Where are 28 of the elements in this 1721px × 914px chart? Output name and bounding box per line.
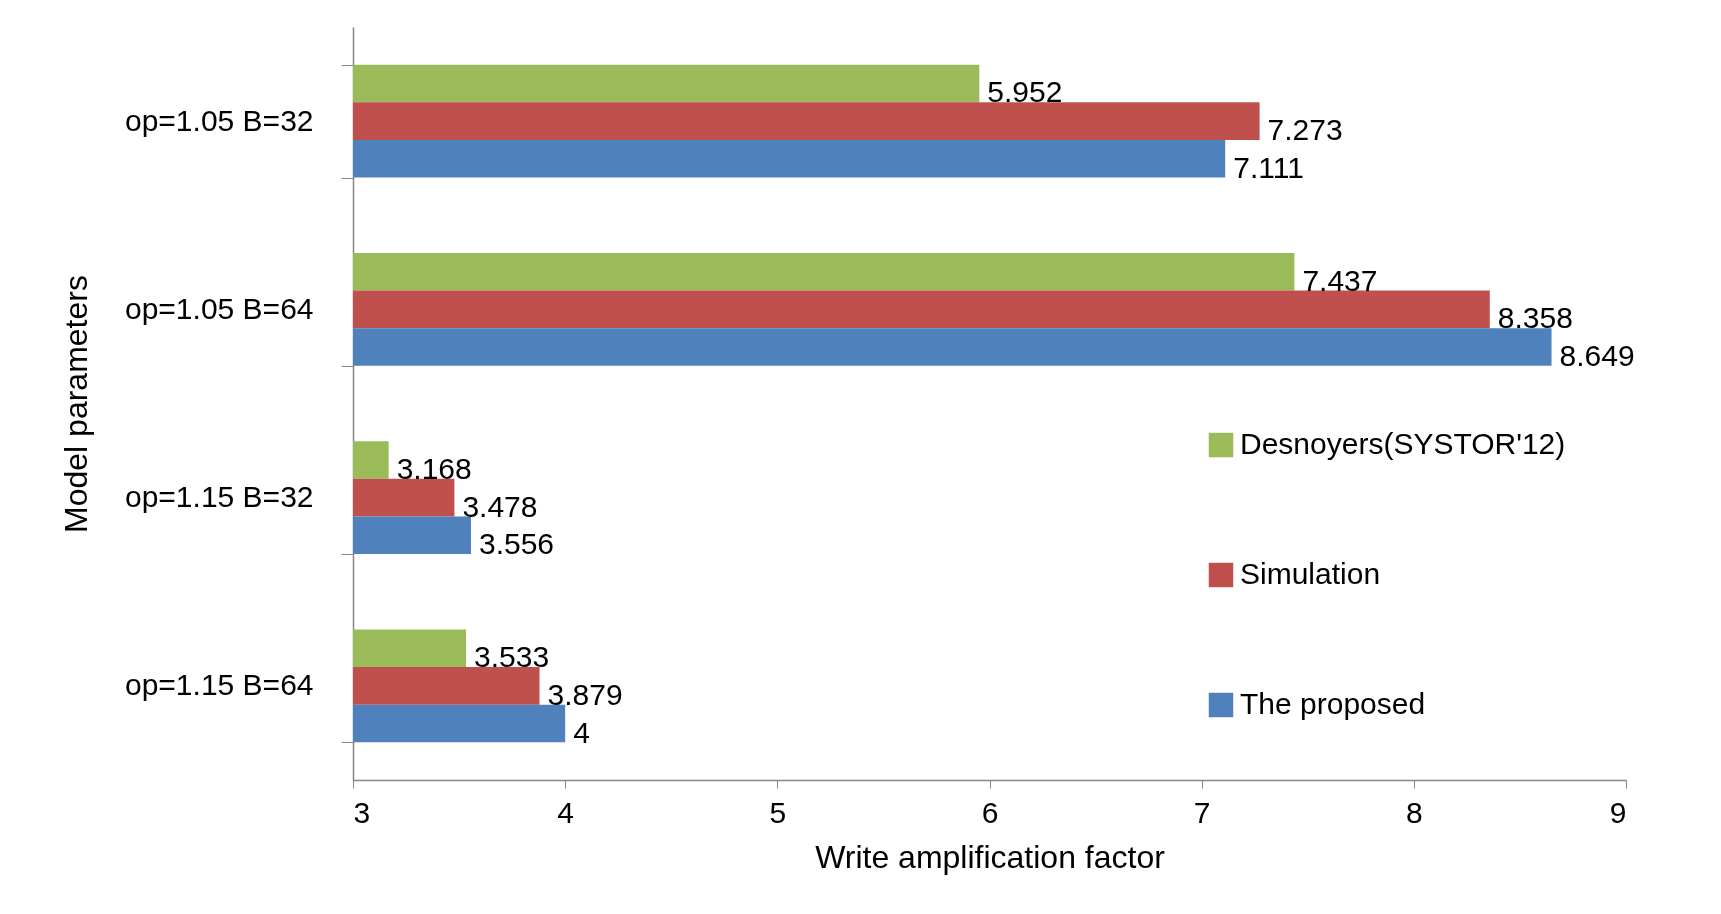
x-tick-label: 4 xyxy=(557,795,575,829)
y-tick-label: op=1.05 B=64 xyxy=(124,291,314,325)
x-tick-label: 8 xyxy=(1405,795,1423,829)
x-tick-label: 3 xyxy=(353,795,371,829)
y-tick-label: op=1.15 B=64 xyxy=(124,668,314,702)
data-label: 3.168 xyxy=(396,451,472,485)
data-label: 3.556 xyxy=(478,527,555,561)
data-label: 7.437 xyxy=(1302,263,1378,297)
y-tick-label: op=1.05 B=32 xyxy=(124,103,314,137)
data-label: 5.952 xyxy=(987,75,1063,109)
legend-label: Simulation xyxy=(1240,557,1381,590)
data-label: 3.879 xyxy=(547,677,623,711)
data-label: 7.111 xyxy=(1233,150,1304,184)
x-tick-label: 5 xyxy=(769,795,787,829)
x-tick-label: 9 xyxy=(1609,795,1627,829)
legend-label: Desnoyers(SYSTOR'12) xyxy=(1240,427,1566,460)
x-tick-label: 6 xyxy=(981,795,999,829)
legend-label: The proposed xyxy=(1240,687,1426,720)
data-label: 3.533 xyxy=(474,640,550,674)
x-axis-title: Write amplification factor xyxy=(815,838,1166,875)
x-tick-label: 7 xyxy=(1193,795,1211,829)
data-label: 7.273 xyxy=(1267,113,1343,147)
data-label: 3.478 xyxy=(462,489,538,523)
data-label: 8.649 xyxy=(1559,339,1635,373)
y-axis-title: Model parameters xyxy=(57,275,94,533)
y-tick-label: op=1.15 B=32 xyxy=(124,480,314,514)
data-label: 8.358 xyxy=(1497,301,1573,335)
data-label: 4 xyxy=(573,715,590,749)
